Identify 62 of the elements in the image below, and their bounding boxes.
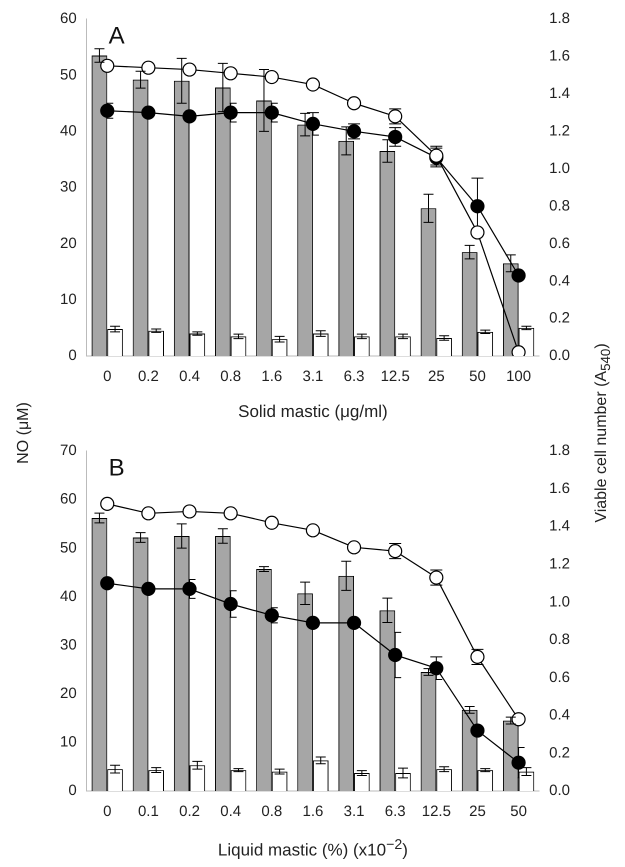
y-tick-label: 60 <box>60 490 77 508</box>
y-tick-label: 50 <box>60 66 77 84</box>
x-tick-label: 6.3 <box>344 368 364 386</box>
y2-tick-label: 1.4 <box>549 85 570 102</box>
annotation: B <box>108 454 125 482</box>
y2-tick-label: 0.2 <box>549 310 570 327</box>
y2-tick-label: 0.4 <box>549 706 570 724</box>
y-tick-label: 60 <box>60 10 77 28</box>
y2-tick-label: 1.2 <box>549 555 570 572</box>
y2-tick-label: 0.0 <box>549 782 570 800</box>
y-tick-label: 20 <box>60 685 77 702</box>
y-tick-label: 0 <box>68 347 77 364</box>
y2-tick-label: 0.0 <box>549 347 570 364</box>
y-tick-label: 10 <box>60 290 77 308</box>
y2-tick-label: 0.8 <box>549 631 570 648</box>
x-tick-label: 25 <box>428 368 445 386</box>
y-tick-label: 30 <box>60 178 77 196</box>
y2-tick-label: 0.2 <box>549 744 570 762</box>
y2-tick-label: 1.4 <box>549 518 570 535</box>
x-tick-label: 6.3 <box>384 803 406 820</box>
y2-tick-label: 1.6 <box>549 480 570 497</box>
x-tick-label: 0 <box>103 368 112 386</box>
y2-tick-label: 1.8 <box>549 442 570 460</box>
x-tick-label: 12.5 <box>380 368 410 386</box>
x-tick-label: 0 <box>103 803 112 820</box>
y-tick-label: 40 <box>60 122 77 140</box>
y-axis-title: NO (μM) <box>15 402 33 464</box>
x-tick-label: 0.1 <box>138 803 159 820</box>
y-tick-label: 70 <box>60 442 77 460</box>
y2-tick-label: 0.6 <box>549 234 570 252</box>
y2-tick-label: 1.6 <box>549 48 570 65</box>
x-tick-label: 50 <box>510 803 527 820</box>
x-tick-label: 0.4 <box>179 368 200 386</box>
y2-tick-label: 0.6 <box>549 668 570 686</box>
x-tick-label: 0.8 <box>220 368 242 386</box>
x-tick-label: 1.6 <box>302 803 324 820</box>
x-tick-label: 0.4 <box>220 803 242 820</box>
y2-tick-label: 0.8 <box>549 197 570 214</box>
x-tick-label: 1.6 <box>261 368 282 386</box>
x-tick-label: 3.1 <box>302 368 324 386</box>
y-tick-label: 40 <box>60 588 77 605</box>
y-tick-label: 0 <box>68 782 77 800</box>
y-tick-label: 30 <box>60 636 77 654</box>
x-tick-label: 3.1 <box>344 803 364 820</box>
y2-tick-label: 1.2 <box>549 122 570 140</box>
x-tick-label: 0.8 <box>261 803 282 820</box>
x-tick-label: 50 <box>469 368 486 386</box>
x-tick-label: 0.2 <box>179 803 200 820</box>
y-tick-label: 50 <box>60 539 77 556</box>
y2-tick-label: 1.0 <box>549 160 570 177</box>
x-axis-title: Solid mastic (μg/ml) <box>238 402 388 422</box>
x-tick-label: 100 <box>506 368 532 386</box>
y2-tick-label: 1.0 <box>549 593 570 610</box>
x-axis-title: Liquid mastic (%) (x10$^{−2}$) <box>218 837 408 861</box>
x-tick-label: 12.5 <box>422 803 451 820</box>
y2-tick-label: 0.4 <box>549 272 570 290</box>
annotation: A <box>108 22 125 50</box>
x-tick-label: 25 <box>469 803 486 820</box>
y-tick-label: 20 <box>60 234 77 252</box>
x-tick-label: 0.2 <box>138 368 159 386</box>
y-tick-label: 10 <box>60 734 77 751</box>
y2-tick-label: 1.8 <box>549 10 570 28</box>
